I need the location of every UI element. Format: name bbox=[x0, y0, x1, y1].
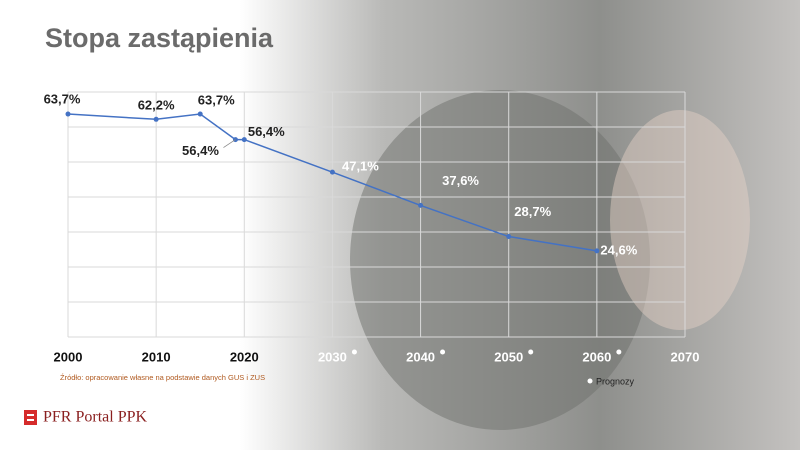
data-point bbox=[153, 116, 159, 122]
plot: 2000 2010 2020 2030 2040 2050 2060 2070 63,7% 62,… bbox=[44, 91, 700, 364]
x-tick-label: 2040 bbox=[406, 349, 435, 364]
forecast-dot bbox=[351, 349, 357, 355]
x-tick-label: 2000 bbox=[54, 349, 83, 364]
data-label: 62,2% bbox=[138, 98, 175, 113]
data-point bbox=[418, 202, 424, 208]
legend-marker bbox=[587, 378, 593, 384]
data-label: 47,1% bbox=[342, 159, 379, 174]
legend-label: Prognozy bbox=[596, 376, 635, 386]
x-tick-label: 2030 bbox=[318, 349, 347, 364]
x-tick-label: 2020 bbox=[230, 349, 259, 364]
logo-icon-line bbox=[27, 414, 34, 416]
label-leader bbox=[223, 139, 236, 148]
x-tick-label: 2060 bbox=[582, 349, 611, 364]
data-point bbox=[329, 169, 335, 175]
x-tick-label: 2050 bbox=[494, 349, 523, 364]
data-label: 56,4% bbox=[182, 143, 219, 158]
logo-text: PFR Portal PPK bbox=[43, 409, 147, 426]
data-label: 28,7% bbox=[514, 204, 551, 219]
forecast-dot bbox=[440, 349, 446, 355]
data-point bbox=[506, 234, 512, 240]
data-point bbox=[197, 111, 203, 117]
forecast-dot bbox=[528, 349, 534, 355]
hand-shape bbox=[610, 110, 750, 330]
logo-icon bbox=[24, 410, 37, 425]
data-label: 63,7% bbox=[198, 92, 235, 107]
forecast-dot bbox=[616, 349, 622, 355]
data-label: 37,6% bbox=[442, 173, 479, 188]
source-note: Źródło: opracowanie własne na podstawie … bbox=[60, 373, 265, 382]
wallet-shape bbox=[350, 90, 650, 430]
chart-title: Stopa zastąpienia bbox=[45, 23, 274, 53]
data-point bbox=[594, 248, 600, 254]
x-tick-label: 2070 bbox=[671, 349, 700, 364]
logo-icon-line bbox=[27, 419, 34, 421]
data-point bbox=[65, 111, 71, 117]
x-tick-label: 2010 bbox=[142, 349, 171, 364]
data-point bbox=[241, 137, 247, 143]
data-label: 56,4% bbox=[248, 124, 285, 139]
data-label: 63,7% bbox=[44, 91, 81, 106]
data-label: 24,6% bbox=[600, 242, 637, 257]
